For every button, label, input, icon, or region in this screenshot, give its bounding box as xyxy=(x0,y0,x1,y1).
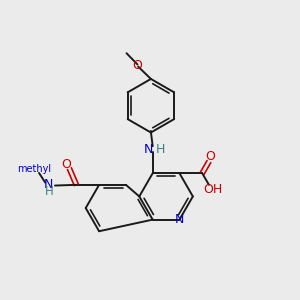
Text: H: H xyxy=(45,185,53,199)
Text: O: O xyxy=(206,151,215,164)
Text: O: O xyxy=(61,158,71,171)
Text: H: H xyxy=(156,142,165,155)
Text: N: N xyxy=(44,178,54,190)
Text: N: N xyxy=(175,213,184,226)
Text: O: O xyxy=(133,59,142,72)
Text: methyl: methyl xyxy=(17,164,51,174)
Text: N: N xyxy=(144,142,153,155)
Text: OH: OH xyxy=(204,183,223,196)
